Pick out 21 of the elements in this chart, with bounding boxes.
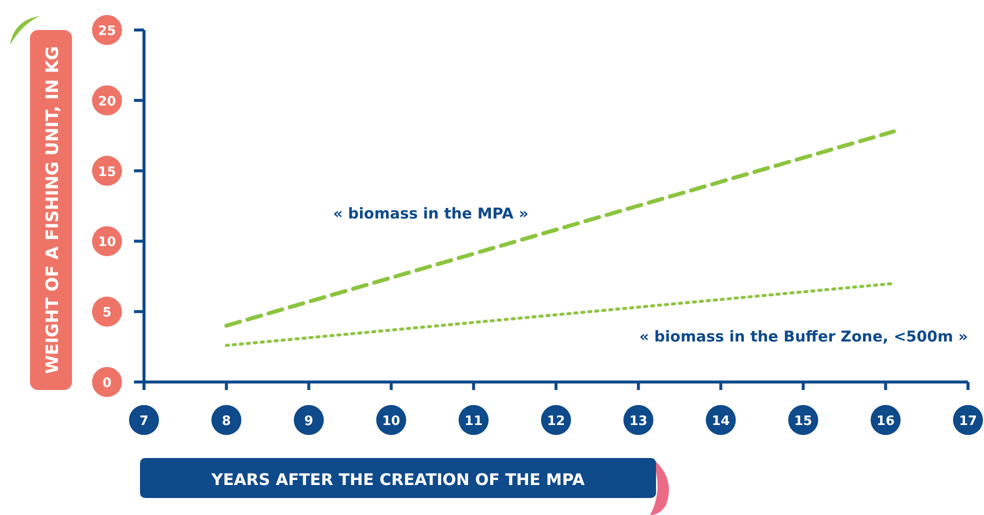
y-tick-label: 15 <box>98 164 116 180</box>
series-label: « biomass in the Buffer Zone, <500m » <box>639 328 968 346</box>
x-tick-label: 16 <box>876 414 895 429</box>
x-axis-title: YEARS AFTER THE CREATION OF THE MPA <box>210 470 586 489</box>
x-tick-label: 15 <box>794 414 812 429</box>
y-tick-label: 0 <box>102 376 112 391</box>
x-tick-label: 13 <box>629 414 648 429</box>
y-tick-label: 10 <box>98 235 116 250</box>
x-tick-label: 8 <box>222 414 231 429</box>
x-tick-label: 7 <box>139 414 149 429</box>
x-tick-label: 10 <box>382 414 400 429</box>
x-tick-label: 9 <box>304 414 314 429</box>
x-tick-label: 17 <box>958 414 978 429</box>
x-tick-label: 11 <box>464 414 483 429</box>
series-label: « biomass in the MPA » <box>333 204 528 222</box>
y-tick-label: 5 <box>102 306 112 321</box>
x-tick-label: 14 <box>712 414 730 429</box>
y-axis-title: WEIGHT OF A FISHING UNIT, IN KG <box>43 46 63 374</box>
y-tick-label: 25 <box>98 24 116 39</box>
y-tick-label: 20 <box>98 94 116 110</box>
x-tick-label: 12 <box>546 414 566 429</box>
